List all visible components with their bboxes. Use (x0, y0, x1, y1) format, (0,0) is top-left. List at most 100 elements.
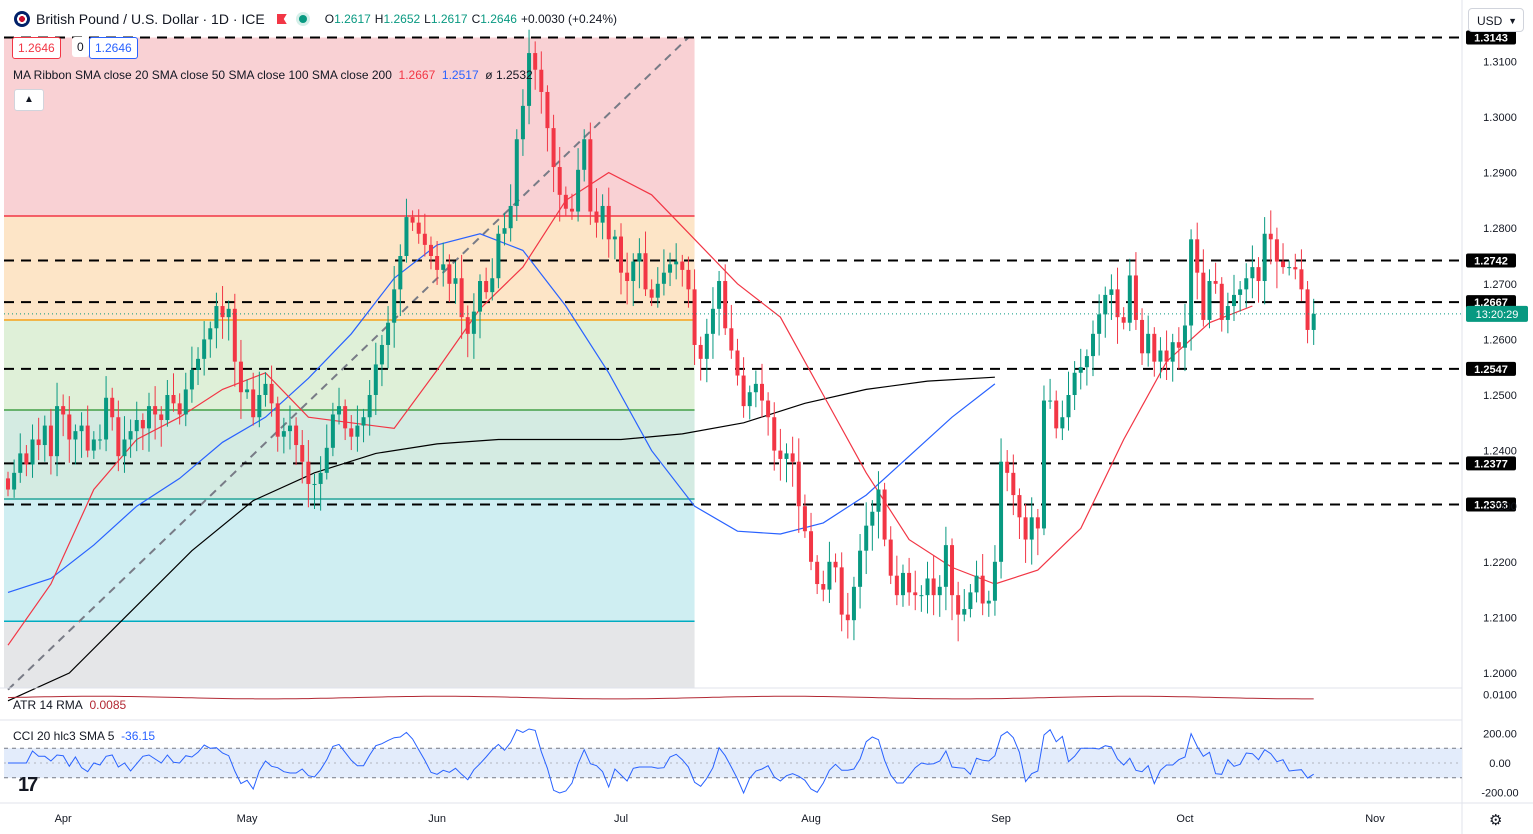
candle (1213, 281, 1218, 284)
cci-tick-label: 0.00 (1489, 758, 1510, 770)
candle (907, 572, 912, 593)
candle (821, 584, 826, 590)
candle (471, 311, 476, 334)
time-tick-label: Jun (428, 813, 446, 825)
candle (999, 461, 1004, 562)
price-axis: 1.2000 1.2100 1.2200 1.2300 1.2400 1.2500 1.26… (4, 0, 1528, 834)
candle (349, 428, 354, 437)
candle (24, 453, 29, 465)
candle (294, 425, 299, 446)
candle (165, 395, 170, 421)
candle (809, 531, 814, 562)
candle (649, 289, 654, 298)
candle (1048, 400, 1053, 402)
candle (183, 389, 188, 415)
candle (1164, 350, 1169, 362)
candle (1152, 333, 1157, 362)
candle (527, 53, 532, 106)
candle (55, 406, 60, 457)
candle (42, 425, 47, 446)
candle (1127, 275, 1132, 323)
candle (245, 389, 250, 393)
candle (1219, 283, 1224, 320)
candle (238, 361, 243, 393)
candle (257, 395, 262, 418)
price-tick-label: 1.2400 (1483, 446, 1517, 458)
cci-tick-label: -200.00 (1481, 788, 1518, 800)
candle (888, 539, 893, 576)
candle (606, 205, 611, 240)
price-tick-label: 1.2900 (1483, 168, 1517, 180)
candle (1232, 294, 1236, 307)
atr-tick-label: 0.0100 (1483, 689, 1517, 701)
candle (306, 461, 311, 484)
tradingview-logo[interactable]: 17 (18, 774, 38, 796)
candle (379, 344, 384, 365)
candle (281, 431, 286, 437)
fib-zones (4, 36, 695, 691)
candle (490, 278, 495, 293)
time-tick-label: Oct (1176, 813, 1193, 825)
atr-legend[interactable]: ATR 14 RMA 0.0085 (13, 698, 127, 712)
fib-zone (4, 215, 695, 320)
candle (153, 406, 158, 415)
candle (128, 431, 133, 440)
candle (398, 256, 403, 290)
candle (655, 283, 660, 298)
candle (189, 369, 194, 390)
candle (79, 425, 84, 432)
candle (269, 383, 274, 404)
cci-legend[interactable]: CCI 20 hlc3 SMA 5 -36.15 (13, 729, 156, 743)
candle (61, 406, 66, 415)
candle (122, 439, 127, 457)
level-label: 1.2377 (1474, 458, 1508, 470)
chart-header: British Pound / U.S. Dollar · 1D · ICE O… (0, 6, 621, 32)
candle (790, 453, 795, 462)
candle (913, 592, 918, 596)
candle (747, 392, 752, 407)
candle (226, 308, 231, 318)
price-tick-label: 1.2200 (1483, 557, 1517, 569)
candle (202, 339, 207, 359)
candle (171, 395, 176, 404)
candle (1311, 313, 1316, 330)
candle (361, 417, 366, 426)
currency-select[interactable]: USD ▼ (1468, 8, 1524, 32)
candle (208, 328, 213, 340)
candle (876, 489, 881, 512)
candle (30, 439, 35, 465)
candle (508, 205, 513, 229)
candle (551, 128, 556, 168)
candle (36, 439, 41, 446)
collapse-legend-button[interactable]: ▲ (14, 89, 44, 111)
sell-price-button[interactable]: 1.2646 (12, 37, 61, 59)
candle (723, 281, 728, 329)
candle (533, 53, 538, 70)
candle (330, 414, 335, 448)
flag-icon[interactable] (276, 14, 287, 24)
candle (1293, 267, 1298, 270)
level-label: 1.2303 (1474, 500, 1508, 512)
ma-ribbon-legend[interactable]: MA Ribbon SMA close 20 SMA close 50 SMA … (13, 68, 533, 82)
candle (1103, 294, 1108, 315)
candle (447, 264, 452, 284)
candle (1091, 333, 1096, 357)
candle (962, 609, 967, 615)
buy-price-button[interactable]: 1.2646 (89, 37, 138, 59)
cci-tick-label: 200.00 (1483, 728, 1517, 740)
price-tick-label: 1.2700 (1483, 279, 1517, 291)
candle (1017, 495, 1022, 518)
candle (974, 575, 979, 593)
candle (943, 545, 948, 587)
candle (937, 586, 942, 596)
gear-icon[interactable]: ⚙ (1489, 812, 1503, 829)
candle (1195, 239, 1200, 273)
time-tick-label: May (237, 813, 258, 825)
candle (318, 472, 323, 484)
price-tick-label: 1.2600 (1483, 334, 1517, 346)
symbol-title[interactable]: British Pound / U.S. Dollar · 1D · ICE (36, 11, 265, 27)
candle (643, 253, 648, 290)
candle (925, 578, 930, 596)
candle (232, 308, 237, 362)
